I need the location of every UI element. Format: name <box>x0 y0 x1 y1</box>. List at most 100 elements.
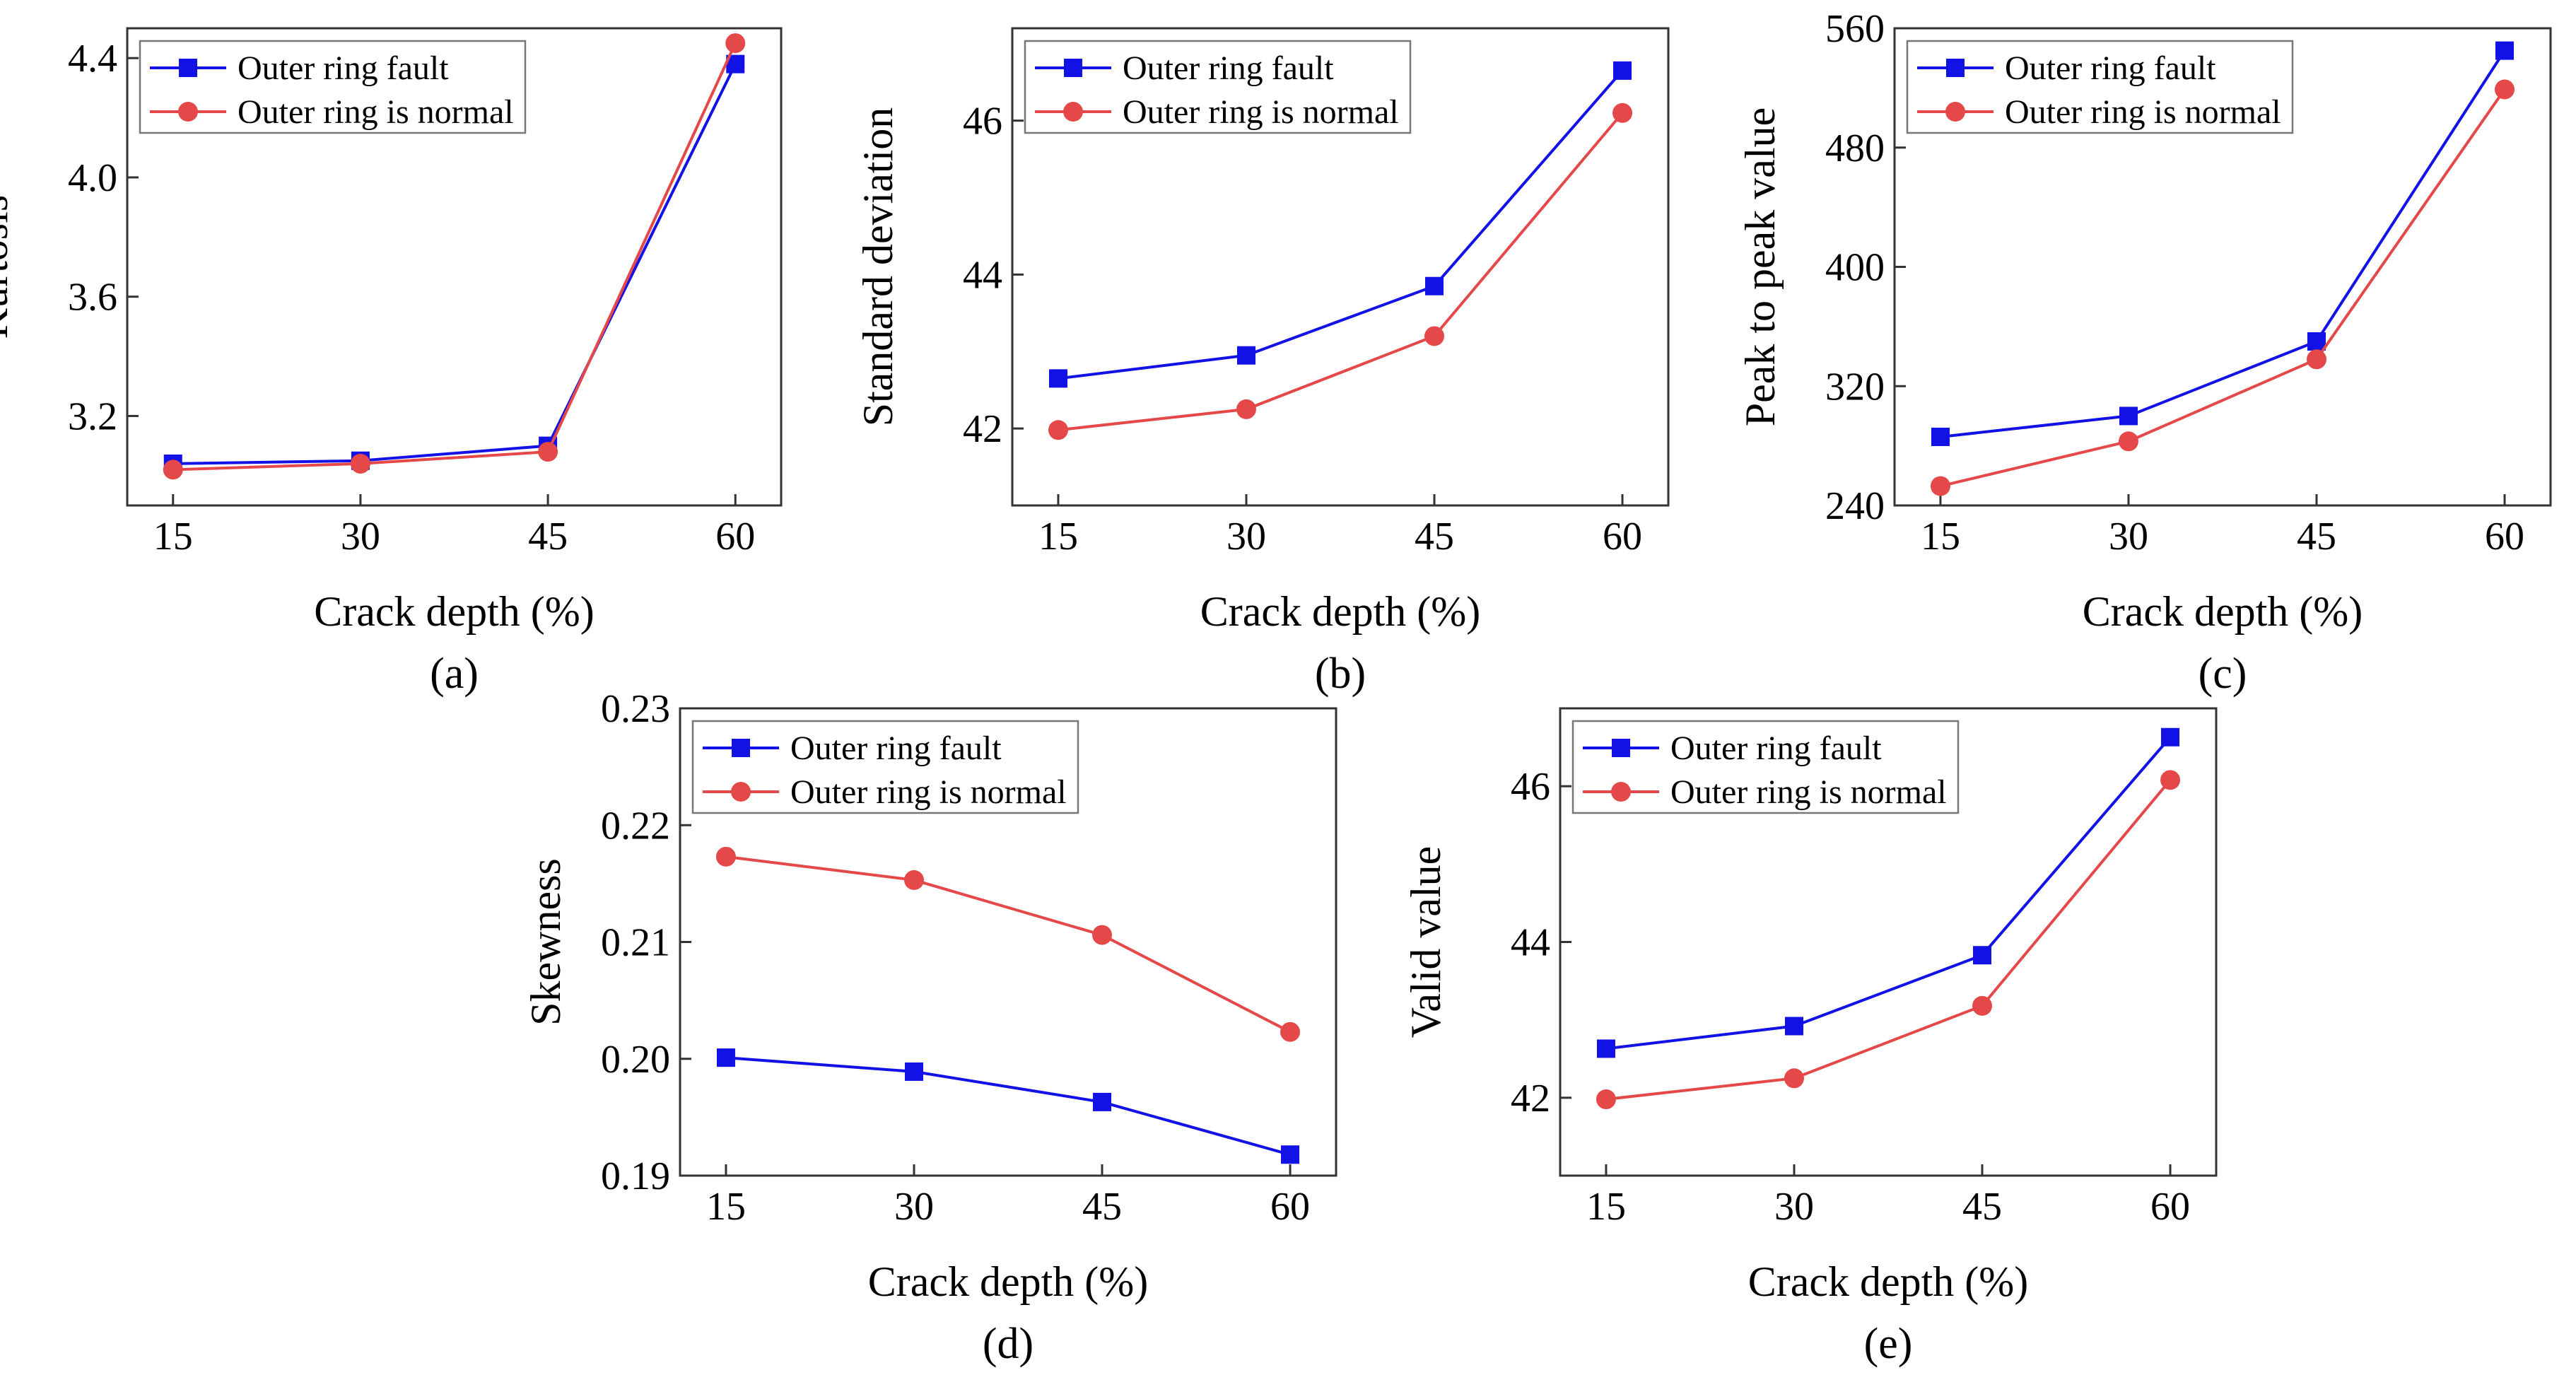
legend: Outer ring fault Outer ring is normal <box>1906 40 2294 134</box>
x-tick-label: 60 <box>1270 1185 1310 1229</box>
x-tick-label: 45 <box>1415 515 1454 558</box>
legend: Outer ring fault Outer ring is normal <box>691 720 1079 814</box>
x-axis-title: Crack depth (%) <box>868 1258 1149 1305</box>
data-point-normal <box>903 870 924 890</box>
y-tick-label: 0.22 <box>601 804 670 848</box>
legend-marker-circle <box>1611 782 1631 802</box>
legend-frame <box>139 40 527 134</box>
data-point-normal <box>1048 420 1068 440</box>
data-point-normal <box>1784 1068 1804 1089</box>
data-point-normal <box>1612 103 1633 123</box>
legend-marker-circle <box>1945 102 1965 122</box>
panel-caption: (d) <box>983 1320 1034 1368</box>
panel-b: 15 30 45 60 42 44 46 Crack depth (%) Standard de… <box>855 27 1670 698</box>
legend-label: Outer ring is normal <box>1670 773 1947 811</box>
series-line-fault <box>172 63 737 465</box>
x-tick-label: 15 <box>706 1185 746 1229</box>
x-tick-label: 15 <box>1586 1185 1626 1229</box>
legend-label: Outer ring is normal <box>1123 93 1399 131</box>
panel-caption: (b) <box>1315 650 1366 698</box>
data-point-normal <box>725 33 746 54</box>
data-point-normal <box>350 453 370 474</box>
x-tick-label: 30 <box>1226 515 1266 558</box>
y-axis-title: Standard deviation <box>855 107 901 427</box>
data-point-normal <box>538 442 558 462</box>
legend-label: Outer ring is normal <box>238 93 514 131</box>
series-line-normal <box>1605 779 2172 1101</box>
legend-label: Outer ring fault <box>1123 49 1334 87</box>
x-tick-label: 45 <box>528 515 568 558</box>
data-point-normal <box>1596 1089 1616 1110</box>
y-axis-title: Valid value <box>1403 846 1449 1038</box>
legend-marker-circle <box>178 102 198 122</box>
data-point-normal <box>2160 770 2181 790</box>
series-line-fault <box>1058 69 1624 380</box>
y-tick-label: 480 <box>1825 127 1885 170</box>
x-axis-title: Crack depth (%) <box>314 588 595 635</box>
y-tick-label: 0.20 <box>601 1038 670 1082</box>
y-tick-label: 42 <box>963 407 1002 451</box>
x-tick-label: 30 <box>1774 1185 1814 1229</box>
y-tick-label: 3.6 <box>68 276 117 320</box>
x-axis-title: Crack depth (%) <box>1748 1258 2029 1305</box>
x-axis-title: Crack depth (%) <box>2083 588 2363 635</box>
data-point-fault <box>1931 427 1950 446</box>
legend: Outer ring fault Outer ring is normal <box>1024 40 1412 134</box>
y-tick-label: 320 <box>1825 365 1885 409</box>
data-point-normal <box>1972 995 1993 1016</box>
data-point-normal <box>1236 399 1256 419</box>
legend-marker-circle <box>1063 102 1083 122</box>
x-tick-label: 30 <box>894 1185 934 1229</box>
panel-caption: (a) <box>430 650 479 698</box>
legend-frame <box>1906 40 2294 134</box>
legend-label: Outer ring fault <box>1670 730 1882 767</box>
data-point-normal <box>2307 349 2327 370</box>
data-point-fault <box>1236 346 1255 365</box>
panel-d: 15 30 45 60 0.19 0.20 0.21 0.22 0.23 Crack depth … <box>522 687 1337 1368</box>
data-point-fault <box>1784 1017 1803 1036</box>
legend-frame <box>1024 40 1412 134</box>
panel-c: 15 30 45 60 240 320 400 480 560 Crack depth (%) Pe… <box>1737 7 2552 698</box>
x-tick-label: 60 <box>715 515 755 558</box>
series-line-normal <box>725 855 1291 1034</box>
y-tick-label: 400 <box>1825 246 1885 290</box>
series-line-fault <box>1940 49 2506 438</box>
series-line-normal <box>172 42 737 472</box>
legend-marker-square <box>732 739 750 757</box>
x-tick-label: 60 <box>2485 515 2524 558</box>
plot-frame <box>1011 27 1670 507</box>
legend-frame <box>691 720 1079 814</box>
data-point-fault <box>1973 946 1992 965</box>
data-point-fault <box>904 1062 923 1081</box>
legend-label: Outer ring fault <box>790 730 1002 767</box>
legend-marker-square <box>179 59 197 77</box>
data-point-normal <box>1424 326 1445 346</box>
y-tick-label: 42 <box>1511 1077 1550 1120</box>
legend: Outer ring fault Outer ring is normal <box>139 40 527 134</box>
data-point-fault <box>1281 1145 1300 1164</box>
y-tick-label: 4.0 <box>68 156 117 200</box>
x-tick-label: 15 <box>153 515 193 558</box>
y-tick-label: 0.23 <box>601 687 670 731</box>
panel-caption: (c) <box>2199 650 2247 698</box>
y-tick-label: 0.21 <box>601 921 670 965</box>
data-point-normal <box>715 846 736 867</box>
data-point-fault <box>1425 276 1444 295</box>
legend-marker-circle <box>731 782 751 802</box>
x-tick-label: 45 <box>2297 515 2336 558</box>
legend-label: Outer ring fault <box>238 49 449 87</box>
panel-e: 15 30 45 60 42 44 46 Crack depth (%) Valid value… <box>1403 707 2218 1368</box>
data-point-fault <box>1613 61 1632 80</box>
y-tick-label: 4.4 <box>68 37 117 81</box>
data-point-normal <box>1930 476 1950 496</box>
legend-marker-square <box>1064 59 1082 77</box>
data-point-fault <box>716 1048 735 1067</box>
x-axis-title: Crack depth (%) <box>1200 588 1481 635</box>
panel-a: 15 30 45 60 3.2 3.6 4.0 4.4 Crack depth (%) Kurto… <box>0 27 783 698</box>
legend-label: Outer ring is normal <box>2005 93 2281 131</box>
legend: Outer ring fault Outer ring is normal <box>1571 720 1960 814</box>
x-tick-label: 60 <box>1603 515 1642 558</box>
data-point-normal <box>2495 79 2515 100</box>
y-tick-label: 560 <box>1825 7 1885 51</box>
